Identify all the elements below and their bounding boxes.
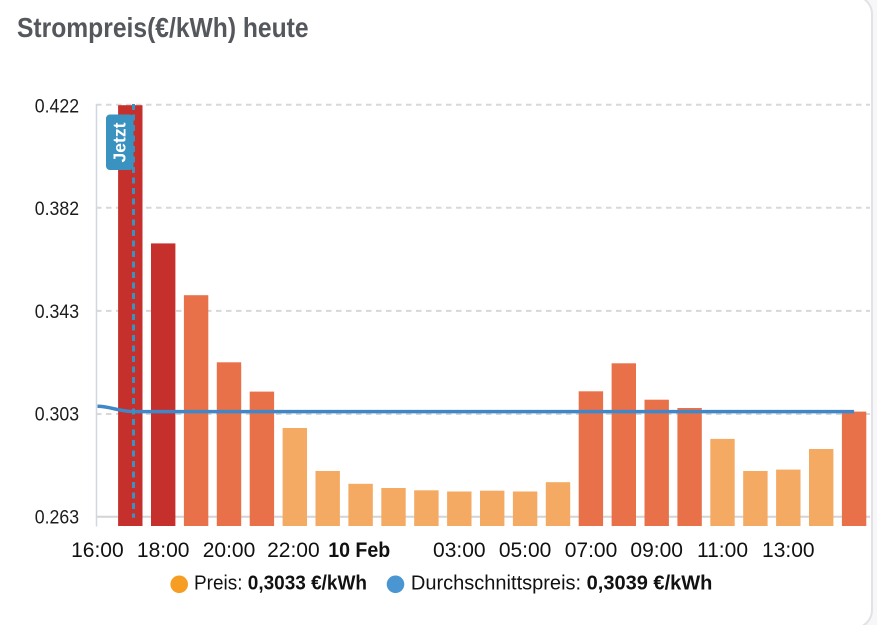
svg-text:18:00: 18:00 (137, 539, 190, 562)
svg-text:0.422: 0.422 (35, 95, 79, 117)
svg-text:03:00: 03:00 (433, 539, 486, 562)
svg-text:Durchschnittspreis: 0,3039 €/k: Durchschnittspreis: 0,3039 €/kWh (411, 573, 713, 595)
svg-text:0.303: 0.303 (35, 404, 79, 426)
svg-text:13:00: 13:00 (762, 539, 815, 562)
svg-text:16:00: 16:00 (71, 539, 124, 562)
svg-text:09:00: 09:00 (630, 539, 683, 562)
svg-text:07:00: 07:00 (565, 539, 618, 562)
svg-text:0.263: 0.263 (35, 507, 79, 529)
svg-text:0.343: 0.343 (35, 301, 79, 323)
svg-text:Strompreis(€/kWh) heute: Strompreis(€/kWh) heute (17, 12, 309, 43)
svg-text:Preis: 0,3033 €/kWh: Preis: 0,3033 €/kWh (194, 573, 367, 595)
svg-text:11:00: 11:00 (697, 539, 748, 562)
svg-text:05:00: 05:00 (499, 539, 552, 562)
svg-text:22:00: 22:00 (267, 539, 320, 562)
svg-text:10 Feb: 10 Feb (328, 539, 390, 562)
svg-text:0.382: 0.382 (35, 198, 79, 220)
svg-text:Jetzt: Jetzt (110, 122, 130, 162)
svg-text:20:00: 20:00 (203, 539, 256, 562)
